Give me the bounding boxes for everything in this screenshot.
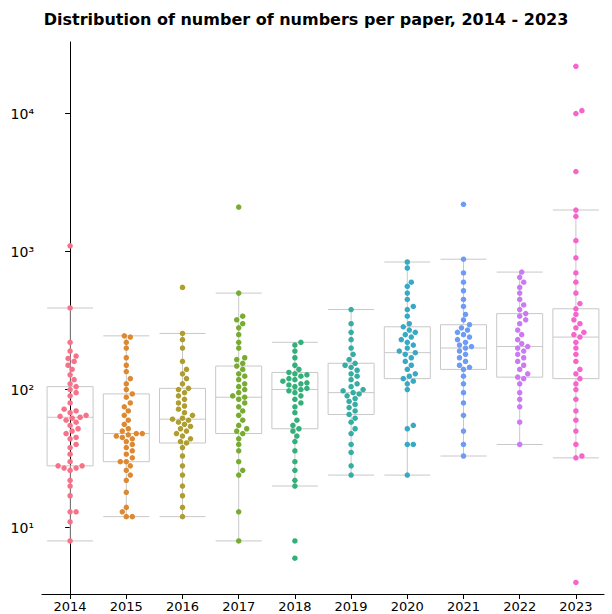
svg-text:10⁴: 10⁴ — [11, 106, 35, 122]
svg-text:Distribution of number of numb: Distribution of number of numbers per pa… — [44, 10, 569, 29]
svg-text:2021: 2021 — [447, 599, 480, 614]
svg-text:2016: 2016 — [166, 599, 199, 614]
svg-text:2022: 2022 — [503, 599, 536, 614]
svg-text:2015: 2015 — [110, 599, 143, 614]
svg-text:10³: 10³ — [11, 244, 34, 260]
svg-text:10¹: 10¹ — [11, 520, 34, 536]
svg-text:2014: 2014 — [54, 599, 87, 614]
svg-text:2017: 2017 — [222, 599, 255, 614]
svg-text:2020: 2020 — [391, 599, 424, 614]
svg-text:2019: 2019 — [335, 599, 368, 614]
svg-text:10²: 10² — [11, 382, 34, 398]
svg-text:2023: 2023 — [559, 599, 592, 614]
svg-text:2018: 2018 — [278, 599, 311, 614]
